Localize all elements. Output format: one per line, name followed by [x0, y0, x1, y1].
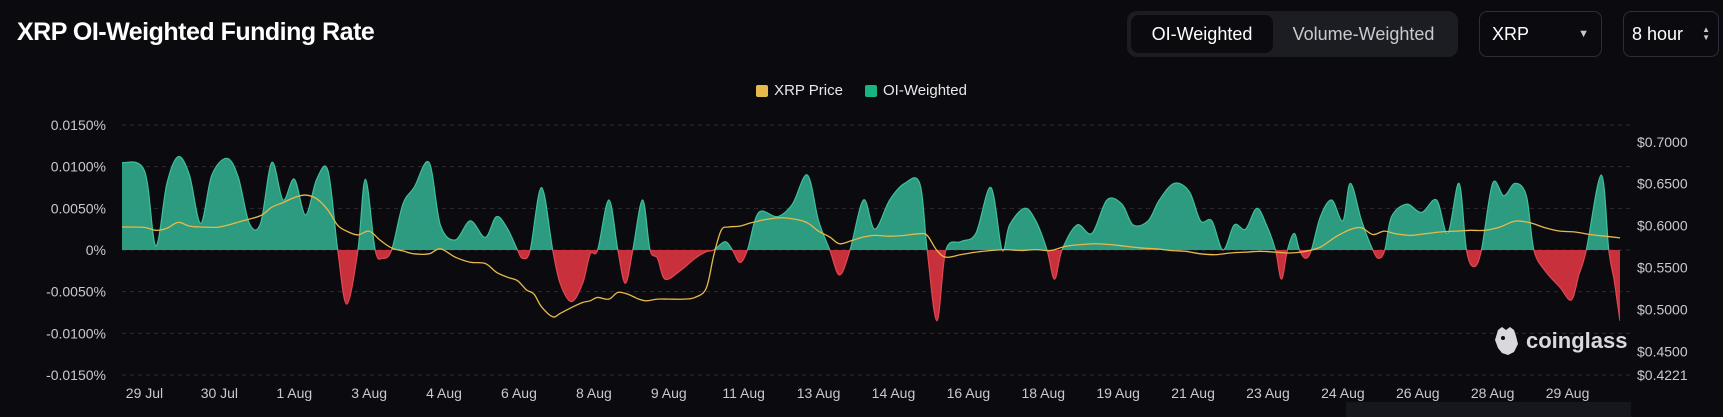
weighting-toggle: OI-Weighted Volume-Weighted [1127, 11, 1458, 57]
oi-weighted-button[interactable]: OI-Weighted [1131, 15, 1273, 53]
x-tick-label: 13 Aug [797, 385, 841, 401]
y-left-tick-label: 0.0150% [51, 117, 106, 133]
y-left-tick-label: -0.0100% [46, 325, 106, 341]
chart-legend: XRP Price OI-Weighted [0, 82, 1723, 99]
coin-select-value: XRP [1492, 23, 1530, 44]
y-left-tick-label: 0.0100% [51, 159, 106, 175]
interval-select-value: 8 hour [1632, 23, 1684, 44]
x-tick-label: 3 Aug [351, 385, 387, 401]
x-tick-label: 21 Aug [1171, 385, 1215, 401]
y-right-tick-label: $0.6000 [1637, 218, 1688, 234]
y-right-tick-label: $0.4221 [1637, 367, 1688, 383]
x-tick-label: 11 Aug [722, 385, 765, 401]
y-left-tick-label: 0.0050% [51, 200, 106, 216]
legend-swatch-price [756, 84, 769, 97]
funding-line-negative [337, 250, 1620, 322]
volume-weighted-button[interactable]: Volume-Weighted [1292, 23, 1435, 44]
caret-down-icon: ▼ [1578, 28, 1589, 40]
y-right-tick-label: $0.4500 [1637, 344, 1688, 360]
legend-swatch-funding [864, 84, 877, 97]
x-tick-label: 1 Aug [276, 385, 312, 401]
x-tick-label: 8 Aug [576, 385, 612, 401]
x-tick-label: 29 Aug [1546, 385, 1590, 401]
coinglass-logo-icon [1495, 327, 1518, 355]
y-left-tick-label: -0.0150% [46, 367, 106, 383]
x-tick-label: 29 Jul [126, 385, 163, 401]
y-left-tick-label: 0% [86, 242, 106, 258]
page-title: XRP OI-Weighted Funding Rate [17, 18, 375, 46]
funding-area-positive [122, 156, 1620, 250]
x-tick-label: 6 Aug [501, 385, 537, 401]
x-tick-label: 30 Jul [201, 385, 238, 401]
x-tick-label: 23 Aug [1246, 385, 1290, 401]
x-tick-label: 18 Aug [1021, 385, 1065, 401]
legend-label-price: XRP Price [774, 82, 843, 99]
coin-select[interactable]: XRP ▼ [1479, 11, 1602, 57]
x-tick-label: 9 Aug [651, 385, 687, 401]
funding-area-negative [122, 250, 1620, 321]
y-right-tick-label: $0.5000 [1637, 302, 1688, 318]
x-tick-label: 4 Aug [426, 385, 462, 401]
x-tick-label: 28 Aug [1471, 385, 1515, 401]
legend-item-price[interactable]: XRP Price [756, 82, 843, 99]
coinglass-watermark: coinglass [1492, 326, 1627, 356]
x-tick-label: 16 Aug [947, 385, 991, 401]
legend-item-funding[interactable]: OI-Weighted [864, 82, 967, 99]
y-right-tick-label: $0.7000 [1637, 134, 1688, 150]
y-right-tick-label: $0.6500 [1637, 176, 1688, 192]
x-tick-label: 19 Aug [1096, 385, 1140, 401]
legend-label-funding: OI-Weighted [882, 82, 967, 99]
y-left-tick-label: -0.0050% [46, 284, 106, 300]
price-line [121, 194, 1621, 318]
funding-line-positive [122, 156, 1610, 250]
interval-select[interactable]: 8 hour ▲ ▼ [1623, 11, 1719, 57]
x-tick-label: 24 Aug [1321, 385, 1365, 401]
bottom-scroll-bar [1346, 402, 1631, 417]
y-right-tick-label: $0.5500 [1637, 260, 1688, 276]
updown-chevron-icon: ▲ ▼ [1702, 25, 1710, 42]
x-tick-label: 26 Aug [1396, 385, 1440, 401]
x-tick-label: 14 Aug [872, 385, 916, 401]
watermark-brand: coinglass [1526, 328, 1628, 353]
